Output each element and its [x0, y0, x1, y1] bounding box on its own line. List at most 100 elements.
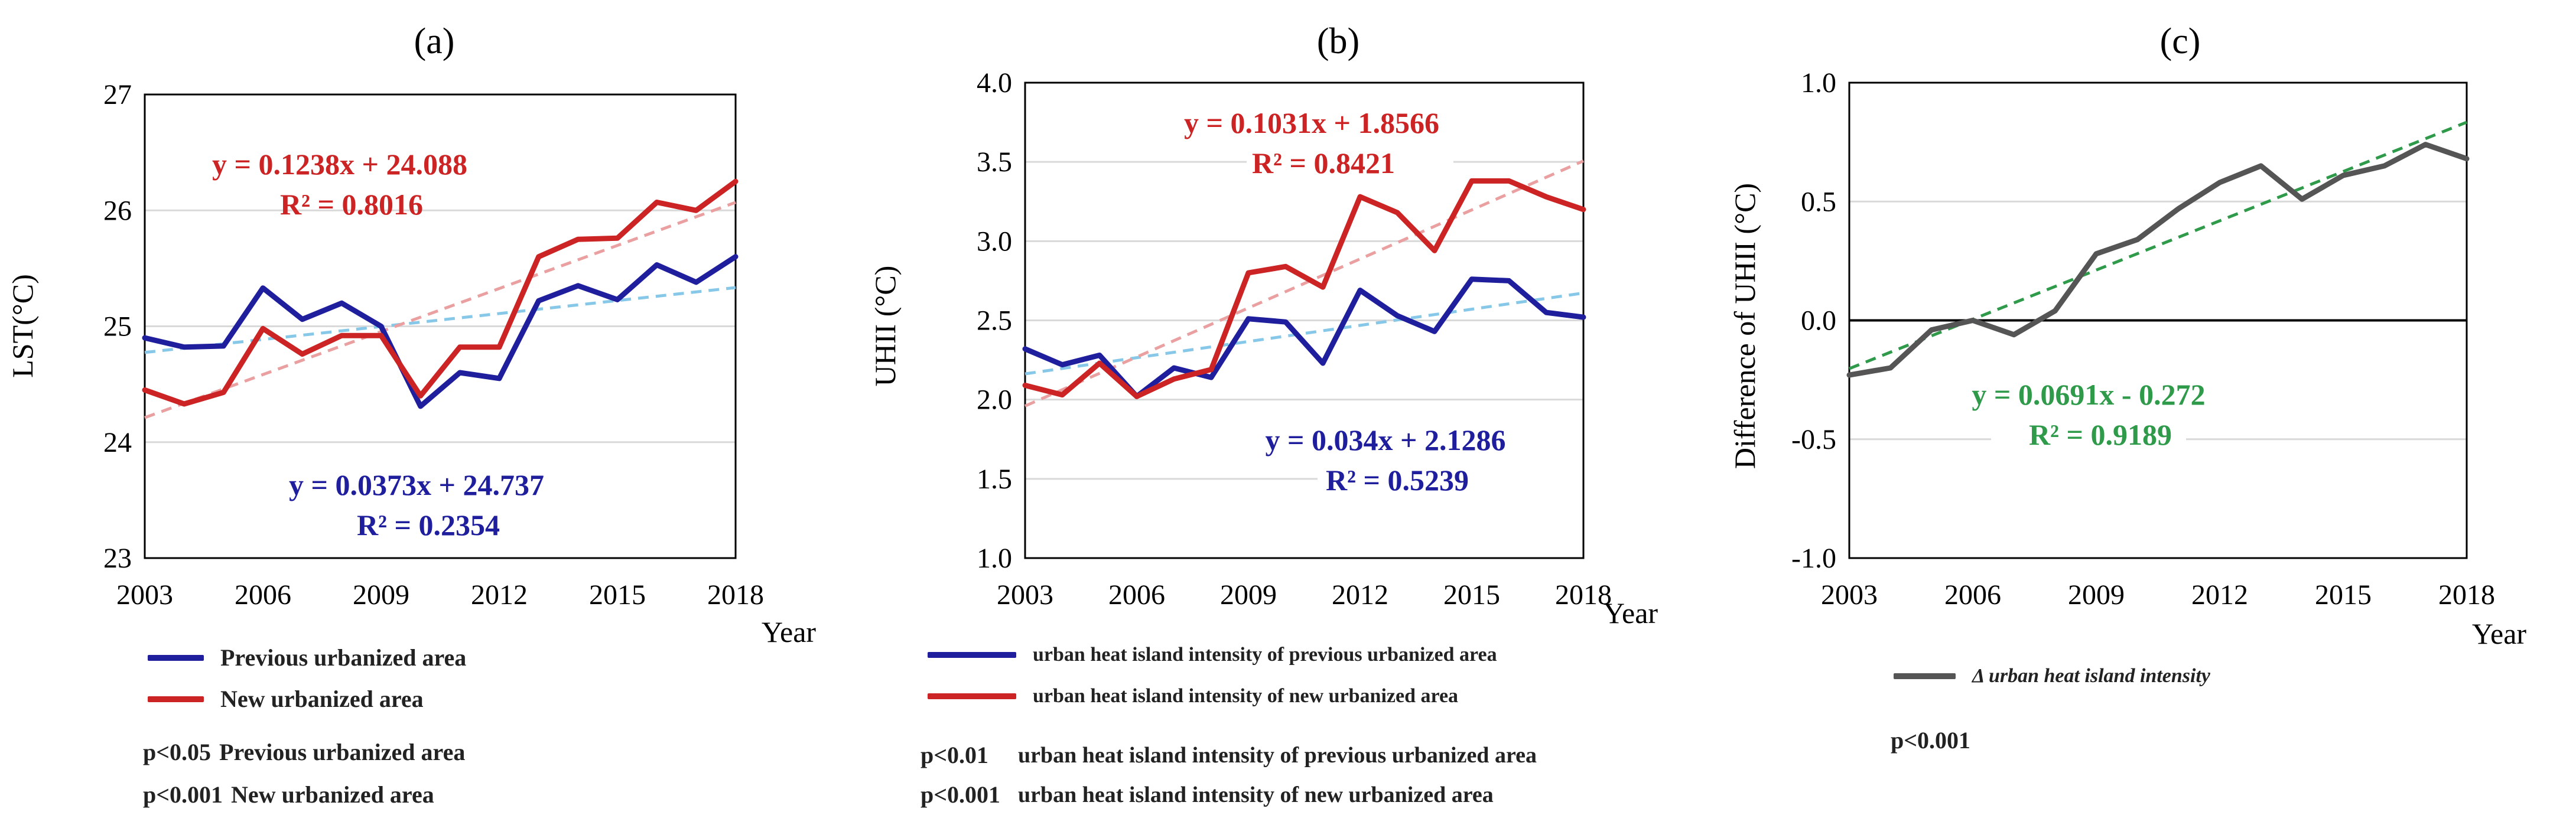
y-tick-label: 23 — [103, 543, 132, 574]
x-tick-label: 2012 — [1332, 579, 1388, 611]
pvalue-label-uhii-new: urban heat island intensity of new urban… — [1018, 782, 1494, 807]
legend-swatch-uhii-new — [928, 693, 1016, 699]
legend-item-uhii-new: urban heat island intensity of new urban… — [928, 685, 1458, 707]
legend-item-previous: Previous urbanized area — [148, 644, 466, 671]
x-axis-label: Year — [2472, 617, 2526, 650]
panel-label: (a) — [414, 21, 455, 61]
legend-label-uhii-previous: urban heat island intensity of previous … — [1033, 644, 1497, 666]
y-axis-label: Difference of UHII (°C) — [1728, 183, 1761, 469]
r-squared-0: R² = 0.5239 — [1326, 464, 1469, 497]
x-tick-label: 2012 — [471, 579, 528, 611]
series-line-0 — [1022, 276, 1586, 399]
equation-box — [1991, 360, 2186, 446]
pvalue-uhii-new: p<0.001 — [921, 781, 1001, 808]
notes-b: urban heat island intensity of previous … — [857, 0, 1713, 838]
y-tick-label: 2.5 — [977, 305, 1012, 337]
series-line-0 — [142, 254, 739, 409]
pvalue-label-uhii-previous: urban heat island intensity of previous … — [1018, 742, 1537, 768]
panel-label: (c) — [2160, 21, 2201, 61]
x-axis-label: Year — [762, 615, 816, 648]
pvalue-label-new: New urbanized area — [231, 781, 434, 808]
y-axis-label: LST(°C) — [6, 274, 39, 378]
x-tick-label: 2012 — [2191, 579, 2248, 611]
chart-a: (a) 23 24 25 26 27 2003 2006 2009 2012 2015 2018 LST… — [6, 21, 816, 648]
y-tick-label: 0.5 — [1801, 186, 1836, 217]
series-line-0 — [1846, 142, 2470, 378]
legend-label-delta: Δ urban heat island intensity — [1972, 665, 2210, 687]
y-tick-label: 3.5 — [977, 146, 1012, 178]
x-tick-label: 2015 — [1443, 579, 1500, 611]
series-line-1 — [142, 178, 739, 407]
x-tick-label: 2009 — [1220, 579, 1277, 611]
x-tick-label: 2003 — [116, 579, 173, 611]
x-tick-label: 2003 — [1821, 579, 1878, 611]
equation-0: y = 0.0373x + 24.737 — [289, 468, 544, 501]
legend-item-delta: Δ urban heat island intensity — [1894, 665, 2210, 687]
y-axis-label: UHII (°C) — [869, 266, 902, 387]
legend-swatch-previous — [148, 654, 204, 661]
r-squared-1: R² = 0.8421 — [1252, 146, 1395, 180]
trendline-0 — [144, 286, 736, 354]
chart-b: (b) 1.0 1.5 2.0 2.5 3.0 3.5 4.0 2003 2006 2009 2012… — [869, 21, 1658, 630]
notes-a: Previous urbanized area New urbanized ar… — [0, 0, 857, 838]
pvalue-new: p<0.001 — [143, 781, 223, 808]
plot-frame — [144, 93, 737, 559]
panel-a: (a) 23 24 25 26 27 2003 2006 2009 2012 2015 2018 LST… — [0, 0, 857, 838]
chart-c: (c) -1.0 -0.5 0.0 0.5 1.0 2003 2006 2009 2012 2015… — [1728, 21, 2526, 650]
y-tick-label: 2.0 — [977, 384, 1012, 416]
x-tick-label: 2006 — [1108, 579, 1165, 611]
equation-1: y = 0.1238x + 24.088 — [212, 148, 467, 181]
r-squared-1: R² = 0.8016 — [280, 188, 423, 221]
pvalue-row-new: p<0.001 New urbanized area — [143, 781, 434, 808]
pvalue-row-previous: p<0.05 Previous urbanized area — [143, 738, 465, 766]
x-axis-label: Year — [1604, 596, 1658, 630]
y-tick-label: 1.0 — [977, 543, 1012, 574]
legend-label-previous: Previous urbanized area — [220, 644, 467, 671]
y-tick-label: 26 — [103, 195, 132, 226]
equation-0: y = 0.034x + 2.1286 — [1266, 423, 1506, 457]
x-tick-label: 2006 — [1944, 579, 2001, 611]
y-tick-label: 3.0 — [977, 226, 1012, 257]
y-tick-label: -1.0 — [1791, 543, 1836, 574]
pvalue-delta: p<0.001 — [1891, 727, 1971, 754]
x-tick-label: 2006 — [235, 579, 291, 611]
equation-box — [349, 450, 736, 537]
y-tick-label: 25 — [103, 311, 132, 343]
series-line-1 — [1022, 178, 1586, 399]
equation-0: y = 0.0691x - 0.272 — [1972, 378, 2205, 411]
x-tick-label: 2018 — [707, 579, 764, 611]
y-tick-label: 27 — [103, 79, 132, 110]
r-squared-0: R² = 0.9189 — [2029, 418, 2172, 451]
y-tick-label: 24 — [103, 427, 132, 458]
legend-swatch-uhii-previous — [928, 652, 1016, 658]
y-tick-label: 0.0 — [1801, 305, 1836, 337]
y-tick-label: 1.0 — [1801, 67, 1836, 99]
y-tick-label: -0.5 — [1791, 424, 1836, 455]
r-squared-0: R² = 0.2354 — [357, 508, 500, 542]
pvalue-label-previous: Previous urbanized area — [219, 739, 466, 765]
x-tick-label: 2018 — [2438, 579, 2495, 611]
trendline-1 — [144, 201, 736, 419]
legend-label-uhii-new: urban heat island intensity of new urban… — [1033, 685, 1459, 707]
legend-swatch-delta — [1894, 673, 1956, 679]
equation-box — [295, 133, 662, 207]
equation-1: y = 0.1031x + 1.8566 — [1184, 106, 1439, 139]
y-tick-label: 4.0 — [977, 67, 1012, 99]
trendline-1 — [1024, 159, 1585, 407]
legend-item-uhii-previous: urban heat island intensity of previous … — [928, 644, 1497, 666]
pvalue-uhii-previous: p<0.01 — [921, 742, 989, 768]
pvalue-row-delta: p<0.001 — [1891, 726, 1970, 754]
notes-c: Δ urban heat island intensity p<0.001 — [1713, 0, 2576, 838]
x-tick-label: 2003 — [997, 579, 1053, 611]
pvalue-row-uhii-new: p<0.001 urban heat island intensity of n… — [921, 781, 1494, 808]
x-tick-label: 2009 — [2068, 579, 2125, 611]
equation-box — [1318, 407, 1583, 493]
legend-label-new: New urbanized area — [220, 686, 424, 712]
x-tick-label: 2015 — [589, 579, 646, 611]
panel-c: (c) -1.0 -0.5 0.0 0.5 1.0 2003 2006 2009 2012 2015… — [1713, 0, 2576, 838]
trendline-0 — [1024, 291, 1584, 376]
pvalue-row-uhii-previous: p<0.01 urban heat island intensity of pr… — [921, 741, 1537, 769]
panel-label: (b) — [1317, 21, 1359, 61]
x-tick-label: 2015 — [2315, 579, 2372, 611]
plot-frame — [1024, 81, 1585, 559]
